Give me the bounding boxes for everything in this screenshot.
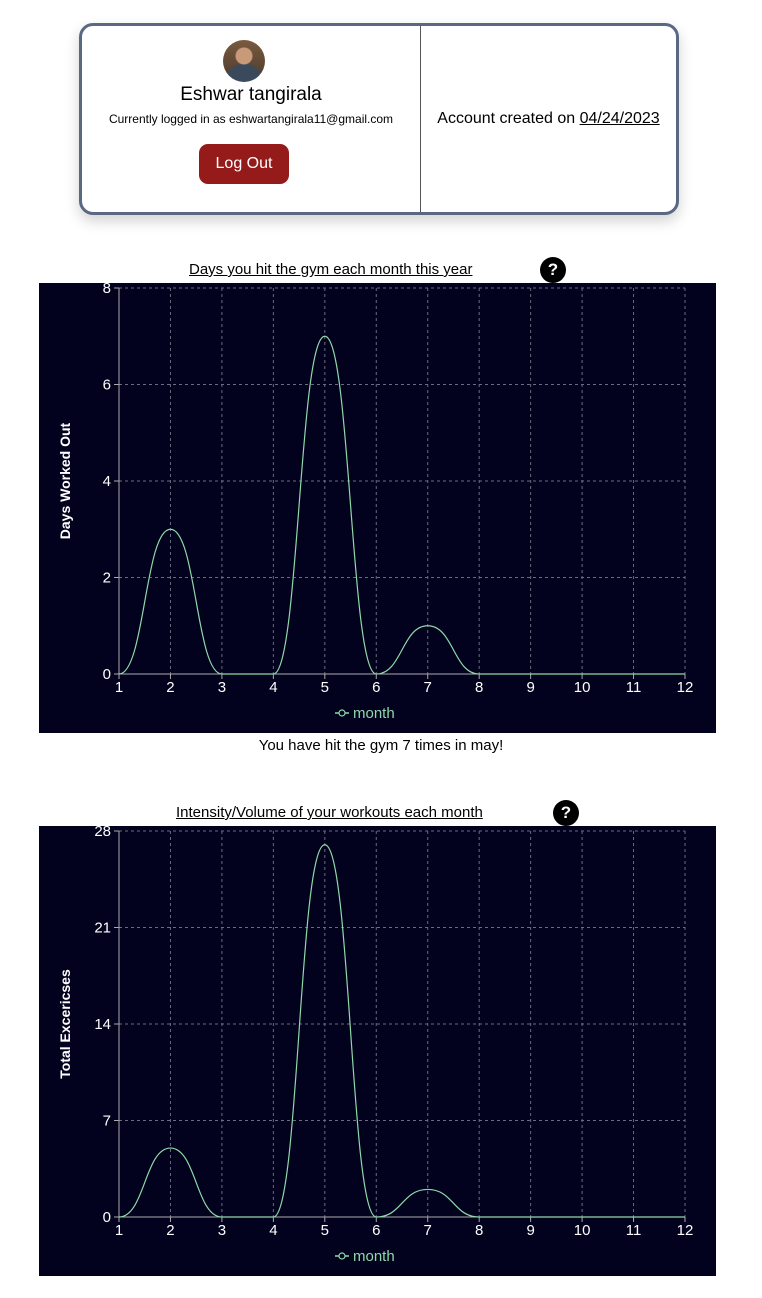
x-tick-label: 3 bbox=[218, 679, 226, 696]
y-tick-label: 8 bbox=[103, 283, 111, 297]
legend-marker bbox=[338, 1252, 346, 1260]
x-tick-label: 1 bbox=[115, 679, 123, 696]
x-tick-label: 9 bbox=[526, 1222, 534, 1239]
x-tick-label: 9 bbox=[526, 679, 534, 696]
logged-in-text: Currently logged in as eshwartangirala11… bbox=[108, 112, 394, 126]
legend-marker bbox=[338, 709, 346, 717]
x-tick-label: 8 bbox=[475, 679, 483, 696]
y-tick-label: 28 bbox=[94, 826, 111, 840]
y-tick-label: 14 bbox=[94, 1016, 111, 1033]
x-tick-label: 10 bbox=[574, 1222, 591, 1239]
y-tick-label: 6 bbox=[103, 377, 111, 394]
y-tick-label: 21 bbox=[94, 920, 111, 937]
profile-card: Eshwar tangirala Currently logged in as … bbox=[79, 23, 679, 215]
help-icon[interactable]: ? bbox=[553, 800, 579, 826]
user-name: Eshwar tangirala bbox=[180, 84, 322, 105]
account-created-label: Account created on bbox=[437, 110, 580, 127]
x-tick-label: 1 bbox=[115, 1222, 123, 1239]
legend-label: month bbox=[353, 705, 395, 722]
help-icon[interactable]: ? bbox=[540, 257, 566, 283]
x-tick-label: 11 bbox=[626, 679, 642, 696]
account-info: Account created on 04/24/2023 bbox=[421, 26, 676, 212]
x-tick-label: 6 bbox=[372, 679, 380, 696]
x-tick-label: 2 bbox=[166, 679, 174, 696]
y-axis-label: Days Worked Out bbox=[57, 422, 73, 539]
y-tick-label: 0 bbox=[103, 1209, 111, 1226]
x-tick-label: 5 bbox=[321, 679, 329, 696]
x-tick-label: 8 bbox=[475, 1222, 483, 1239]
x-tick-label: 3 bbox=[218, 1222, 226, 1239]
logout-button[interactable]: Log Out bbox=[199, 144, 289, 184]
gym-summary-caption: You have hit the gym 7 times in may! bbox=[258, 737, 504, 754]
x-tick-label: 7 bbox=[424, 679, 432, 696]
x-tick-label: 2 bbox=[166, 1222, 174, 1239]
y-tick-label: 2 bbox=[103, 570, 111, 587]
series-line bbox=[118, 844, 685, 1218]
series-line bbox=[118, 335, 685, 675]
chart-title-days: Days you hit the gym each month this yea… bbox=[189, 261, 473, 278]
profile-info: Eshwar tangirala Currently logged in as … bbox=[82, 26, 421, 212]
x-tick-label: 6 bbox=[372, 1222, 380, 1239]
x-tick-label: 10 bbox=[574, 679, 591, 696]
account-created-date: 04/24/2023 bbox=[579, 110, 660, 127]
y-tick-label: 0 bbox=[103, 666, 111, 683]
x-tick-label: 12 bbox=[677, 679, 694, 696]
avatar bbox=[223, 40, 265, 82]
x-tick-label: 4 bbox=[269, 679, 277, 696]
y-axis-label: Total Excericses bbox=[57, 969, 73, 1079]
x-tick-label: 12 bbox=[677, 1222, 694, 1239]
x-tick-label: 11 bbox=[626, 1222, 642, 1239]
chart-days-worked: 1 2 3 4 5 6 7 8 9 10 11 12 0 2 4 6 8 Days Worked Out month bbox=[39, 283, 716, 733]
chart-intensity: 1 2 3 4 5 6 7 8 9 10 11 12 0 7 14 21 28 Total Excericses m… bbox=[39, 826, 716, 1276]
x-tick-label: 4 bbox=[269, 1222, 277, 1239]
x-tick-label: 5 bbox=[321, 1222, 329, 1239]
y-tick-label: 4 bbox=[103, 473, 111, 490]
chart-title-intensity: Intensity/Volume of your workouts each m… bbox=[176, 804, 483, 821]
y-tick-label: 7 bbox=[103, 1113, 111, 1130]
legend-label: month bbox=[353, 1248, 395, 1265]
x-tick-label: 7 bbox=[424, 1222, 432, 1239]
